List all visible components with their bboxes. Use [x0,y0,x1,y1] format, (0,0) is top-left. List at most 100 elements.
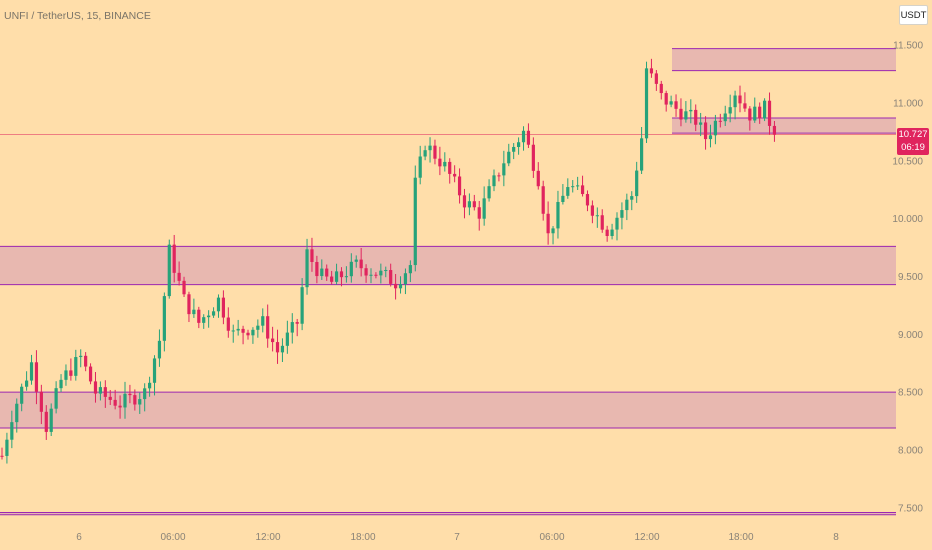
candle-body [713,120,717,136]
candle-body [585,194,590,206]
candle-body [743,103,747,109]
candle-body [733,95,737,108]
x-tick-label: 18:00 [728,532,753,543]
candle-body [177,272,181,281]
candle-body [369,274,373,276]
candle-body [315,261,319,277]
x-tick-label: 06:00 [160,532,185,543]
zone-rect [0,392,896,429]
candle-body [403,273,408,285]
candle-body [467,201,471,208]
candle-body [325,268,329,277]
candle-body [128,393,132,396]
candle-body [266,316,270,339]
candle-body [275,342,280,353]
x-tick-label: 8 [833,532,839,543]
last-price-value: 10.727 [898,129,928,140]
candle-body [148,382,152,389]
candle-body [29,362,34,381]
candle-body [334,271,339,282]
candle-body [285,332,289,346]
candle-body [576,185,580,187]
candle-body [738,95,742,104]
candle-body [541,186,545,214]
candle-body [133,395,137,405]
x-tick-label: 6 [76,532,82,543]
y-tick-label: 9.500 [898,272,923,283]
y-tick-label: 9.000 [898,330,923,341]
candle-body [561,195,565,202]
bar-countdown: 06:19 [901,141,925,153]
candle-layer [0,58,777,464]
candle-body [728,107,732,114]
candle-body [69,370,73,376]
candle-body [566,187,570,196]
candle-body [138,399,142,405]
candle-body [615,217,619,230]
candle-body [192,309,196,315]
price-axis[interactable]: 11.500 11.000 10.500 10.000 9.500 9.000 8.500 8… [892,41,923,515]
candle-body [748,108,752,121]
candle-body [10,422,14,440]
candle-body [640,138,644,171]
candle-body [64,370,68,380]
candle-body [708,135,713,140]
candle-body [398,284,403,289]
time-axis[interactable]: 6 06:00 12:00 18:00 7 06:00 12:00 18:00 8 [76,532,839,543]
candle-body [492,175,496,187]
candle-body [93,381,98,394]
candle-body [88,366,93,382]
candle-body [187,294,191,315]
candle-body [103,387,107,397]
candle-body [15,403,19,423]
candle-body [394,283,398,289]
candle-body [477,207,481,219]
candle-body [659,83,663,94]
symbol-title[interactable]: UNFI / TetherUS, 15, BINANCE [4,10,151,22]
candle-body [54,388,58,409]
x-tick-label: 18:00 [350,532,375,543]
y-tick-label: 7.500 [898,503,923,514]
candle-body [123,393,127,408]
candle-body [344,276,348,278]
candle-body [221,297,225,318]
candle-body [246,332,250,336]
candle-body [605,229,609,237]
candle-body [44,411,48,432]
currency-button[interactable]: USDT [899,5,928,25]
candle-body [354,259,358,262]
candle-body [0,455,4,457]
candle-body [300,287,304,324]
candle-body [625,199,629,211]
candle-body [271,338,275,343]
candle-body [172,244,176,273]
candle-body [162,296,166,341]
y-tick-label: 10.500 [892,156,923,167]
y-tick-label: 8.500 [898,388,923,399]
candle-body [330,276,334,282]
candle-body [457,176,462,196]
candle-body [767,100,772,126]
candle-body [256,325,260,330]
y-tick-label: 11.500 [893,41,923,52]
candle-body [211,311,216,316]
candle-body [79,355,83,358]
candle-body [644,68,649,139]
candle-body [595,215,599,217]
candle-body [580,185,585,195]
candle-body [487,186,491,199]
candle-body [699,122,703,125]
candle-body [157,340,162,359]
candle-body [226,317,230,331]
candle-body [418,156,422,178]
candle-body [310,249,314,262]
candle-body [536,170,540,187]
candle-body [98,387,102,394]
candle-body [556,201,560,229]
candle-body [423,150,427,157]
x-tick-label: 12:00 [634,532,659,543]
zone-layer [0,48,896,516]
candle-body [241,328,245,333]
zone-rect [0,512,896,515]
